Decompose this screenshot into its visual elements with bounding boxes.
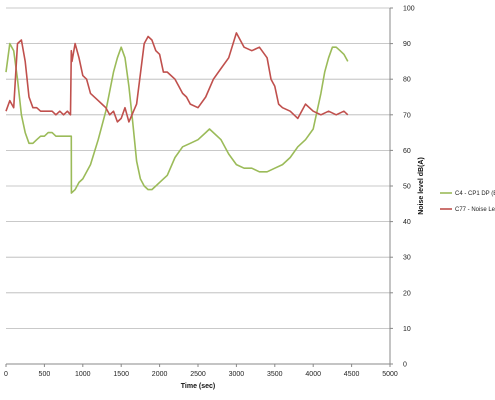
y-tick-label-10: 10 (403, 326, 411, 333)
x-tick-label-3000: 3000 (229, 371, 245, 378)
y-tick-label-100: 100 (403, 6, 415, 13)
x-tick-label-2500: 2500 (190, 371, 206, 378)
y-tick-label-80: 80 (403, 77, 411, 84)
x-tick-label-0: 0 (4, 371, 8, 378)
gridlines (6, 7, 390, 329)
x-tick-label-1000: 1000 (75, 371, 91, 378)
series-line-1 (5, 42, 349, 194)
x-axis-title: Time (sec) (181, 383, 216, 390)
x-tick-label-4000: 4000 (305, 371, 321, 378)
y-tick-label-90: 90 (403, 41, 411, 48)
x-tick-label-3500: 3500 (267, 371, 283, 378)
legend: C4 - CP1 DP (B C77 - Noise Le (440, 191, 495, 213)
y-tick-label-20: 20 (403, 290, 411, 297)
legend-label-2: C77 - Noise Le (455, 207, 495, 213)
x-tick-label-5000: 5000 (382, 371, 398, 378)
axes: 0 500 1000 1500 2000 2500 3000 3500 4000 4500 5000… (4, 6, 425, 391)
y-tick-label-70: 70 (403, 112, 411, 119)
y-tick-label-40: 40 (403, 219, 411, 226)
x-tick-label-500: 500 (39, 371, 51, 378)
legend-label-1: C4 - CP1 DP (B (455, 191, 495, 197)
series-lines (5, 32, 349, 194)
y-tick-label-30: 30 (403, 255, 411, 262)
y-tick-label-50: 50 (403, 184, 411, 191)
x-tick-label-4500: 4500 (344, 371, 360, 378)
x-tick-label-2000: 2000 (152, 371, 168, 378)
x-tick-label-1500: 1500 (113, 371, 129, 378)
y-axis-title: Noise level dB(A) (418, 157, 425, 215)
series-line-2 (5, 32, 349, 123)
y-tick-label-0: 0 (403, 362, 407, 369)
y-tick-label-60: 60 (403, 148, 411, 155)
